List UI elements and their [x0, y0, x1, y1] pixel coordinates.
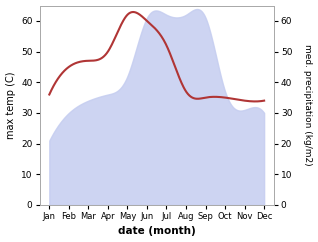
- X-axis label: date (month): date (month): [118, 227, 196, 236]
- Y-axis label: max temp (C): max temp (C): [5, 71, 16, 139]
- Y-axis label: med. precipitation (kg/m2): med. precipitation (kg/m2): [303, 45, 313, 166]
